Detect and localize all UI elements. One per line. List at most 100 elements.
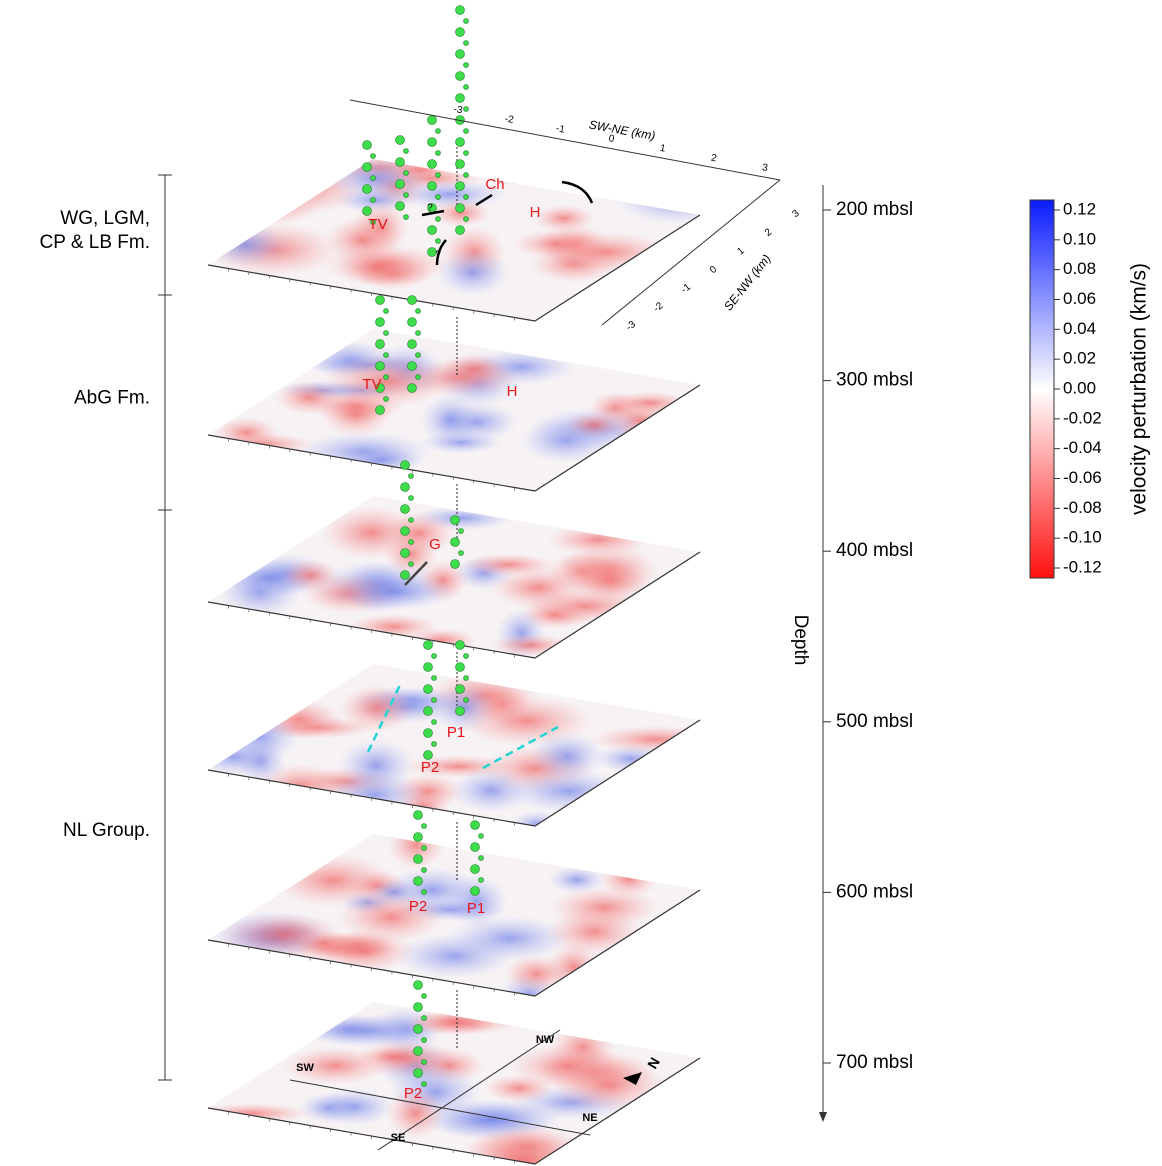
blob — [387, 834, 445, 870]
depth-tick-label: 300 mbsl — [836, 370, 913, 391]
formation-label: WG, LGM, — [60, 208, 150, 229]
slice-edge — [207, 889, 701, 997]
blob — [302, 1014, 397, 1044]
station-dot — [463, 150, 469, 156]
blob — [606, 391, 694, 415]
station-dot — [463, 106, 469, 112]
station-dot — [395, 201, 405, 211]
compass-label: SW — [296, 1062, 314, 1074]
annotation: H — [507, 383, 518, 400]
station-dot — [450, 559, 460, 569]
station-dot — [463, 697, 469, 703]
station-dot — [458, 528, 464, 534]
blob — [208, 1102, 312, 1124]
station-dot — [427, 225, 437, 235]
slice-edge — [207, 214, 701, 322]
station-dot — [400, 526, 410, 536]
station-dot — [455, 662, 465, 672]
annotation: TV — [368, 216, 387, 233]
station-dot — [413, 980, 423, 990]
station-dot — [423, 750, 433, 760]
station-dot — [435, 128, 441, 134]
station-dot — [470, 820, 480, 830]
station-dot — [455, 5, 465, 15]
compass-label: NE — [582, 1112, 597, 1124]
blob — [532, 204, 595, 233]
station-dot — [400, 482, 410, 492]
slice-texture — [208, 669, 700, 826]
colorbar-tick-label: 0.02 — [1063, 349, 1096, 368]
station-dot — [375, 405, 385, 415]
station-dot — [463, 172, 469, 178]
axis-tick-label: 1 — [736, 245, 748, 257]
station-dot — [408, 539, 414, 545]
station-dot — [470, 886, 480, 896]
blob — [450, 767, 532, 814]
station-dot — [370, 153, 376, 159]
station-dot — [413, 876, 423, 886]
station-dot — [455, 49, 465, 59]
north-arrow — [623, 1072, 642, 1085]
axis-tick-label: -2 — [504, 114, 515, 126]
blob — [208, 222, 289, 268]
station-dot — [413, 810, 423, 820]
station-dot — [362, 206, 372, 216]
station-dot — [400, 460, 410, 470]
blob — [323, 216, 401, 265]
station-dot — [407, 361, 417, 371]
axis-tick-label: -1 — [555, 123, 566, 135]
blob — [435, 248, 510, 297]
colorbar-tick-label: -0.06 — [1063, 468, 1102, 487]
slice-texture — [208, 834, 661, 996]
axis-tick-label: 1 — [659, 143, 667, 155]
annotation: P1 — [447, 724, 465, 741]
station-dot — [383, 308, 389, 314]
station-dot — [362, 162, 372, 172]
station-dot — [421, 889, 427, 895]
blob — [547, 865, 607, 894]
station-dot — [403, 170, 409, 176]
station-dot — [413, 1046, 423, 1056]
station-dot — [383, 374, 389, 380]
blob — [503, 954, 571, 993]
axis-tick-label: 0 — [708, 264, 720, 276]
station-dot — [463, 675, 469, 681]
station-dot — [415, 330, 421, 336]
blob — [241, 164, 366, 215]
blob — [483, 1073, 555, 1103]
station-dot — [431, 653, 437, 659]
colorbar-tick-label: 0.10 — [1063, 229, 1096, 248]
station-dot — [362, 184, 372, 194]
station-dot — [375, 339, 385, 349]
station-dot — [407, 295, 417, 305]
blob — [212, 416, 280, 448]
blob — [338, 684, 415, 733]
axis-tick-label: 2 — [763, 226, 775, 238]
annotation: ? — [427, 203, 433, 214]
blob — [410, 1008, 501, 1035]
colorbar-tick-label: 0.12 — [1063, 199, 1096, 218]
station-dot — [415, 374, 421, 380]
station-dot — [421, 867, 427, 873]
axis-tick-label: -3 — [624, 319, 638, 333]
colorbar-tick-label: -0.04 — [1063, 438, 1102, 457]
station-dot — [407, 383, 417, 393]
depth-arrow — [819, 1112, 827, 1122]
blob — [280, 559, 341, 592]
arrow — [561, 180, 594, 204]
depth-tick-label: 400 mbsl — [836, 540, 913, 561]
station-dot — [403, 148, 409, 154]
station-dot — [383, 352, 389, 358]
station-dot — [463, 653, 469, 659]
colorbar-label: velocity perturbation (km/s) — [1128, 263, 1151, 515]
station-dot — [407, 339, 417, 349]
station-dot — [395, 179, 405, 189]
station-dot — [455, 93, 465, 103]
depth-tick-label: 700 mbsl — [836, 1052, 913, 1073]
station-dot — [423, 662, 433, 672]
station-dot — [375, 383, 385, 393]
station-dot — [463, 84, 469, 90]
blob — [542, 231, 672, 273]
station-dot — [413, 832, 423, 842]
